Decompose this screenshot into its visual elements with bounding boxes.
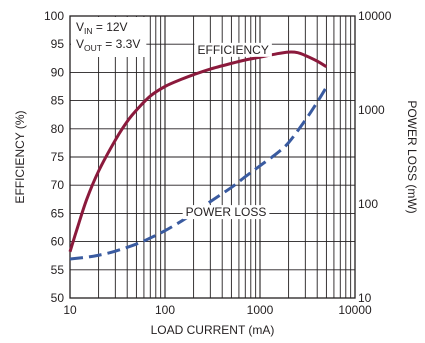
y-tick-label-right: 1000 bbox=[358, 103, 385, 117]
y-tick-label-left: 75 bbox=[51, 150, 65, 164]
y-tick-label-left: 85 bbox=[51, 94, 65, 108]
y-axis-title-left: EFFICIENCY (%) bbox=[13, 110, 27, 203]
grid bbox=[70, 16, 355, 298]
x-tick-label: 100 bbox=[155, 303, 175, 317]
efficiency-curve-label: EFFICIENCY bbox=[198, 43, 269, 57]
vin-condition: VIN = 12V bbox=[76, 20, 128, 36]
vout-condition: VOUT = 3.3V bbox=[76, 37, 140, 53]
y-tick-label-left: 95 bbox=[51, 37, 65, 51]
y-tick-label-left: 90 bbox=[51, 65, 65, 79]
power-loss-series-line bbox=[69, 86, 328, 261]
y-tick-label-left: 55 bbox=[51, 263, 65, 277]
y-axis-title-right: POWER LOSS (mW) bbox=[405, 100, 419, 213]
power-loss-label-background bbox=[182, 205, 270, 220]
efficiency-label-background bbox=[194, 42, 272, 57]
x-axis-title: LOAD CURRENT (mA) bbox=[151, 323, 275, 337]
series-lines bbox=[68, 50, 328, 261]
y-tick-label-left: 100 bbox=[44, 9, 64, 23]
x-tick-label: 1000 bbox=[247, 303, 274, 317]
power-loss-curve-label: POWER LOSS bbox=[186, 205, 267, 219]
y-tick-label-left: 70 bbox=[51, 178, 65, 192]
y-tick-label-right: 10000 bbox=[358, 9, 392, 23]
y-tick-label-left: 65 bbox=[51, 206, 65, 220]
y-tick-label-right: 10 bbox=[358, 291, 372, 305]
tick-labels: 10 100 1000 1000050556065707580859095100101… bbox=[44, 9, 392, 317]
conditions-background bbox=[71, 17, 147, 57]
efficiency-series-line bbox=[68, 50, 328, 253]
conditions-box: VIN = 12V VOUT = 3.3V bbox=[71, 17, 147, 57]
plot-frame bbox=[69, 15, 356, 299]
y-tick-label-left: 80 bbox=[51, 122, 65, 136]
x-tick-label: 10000 bbox=[338, 303, 372, 317]
y-tick-label-left: 50 bbox=[51, 291, 65, 305]
y-tick-label-right: 100 bbox=[358, 197, 378, 211]
x-tick-label: 10 bbox=[63, 303, 77, 317]
y-tick-label-left: 60 bbox=[51, 235, 65, 249]
